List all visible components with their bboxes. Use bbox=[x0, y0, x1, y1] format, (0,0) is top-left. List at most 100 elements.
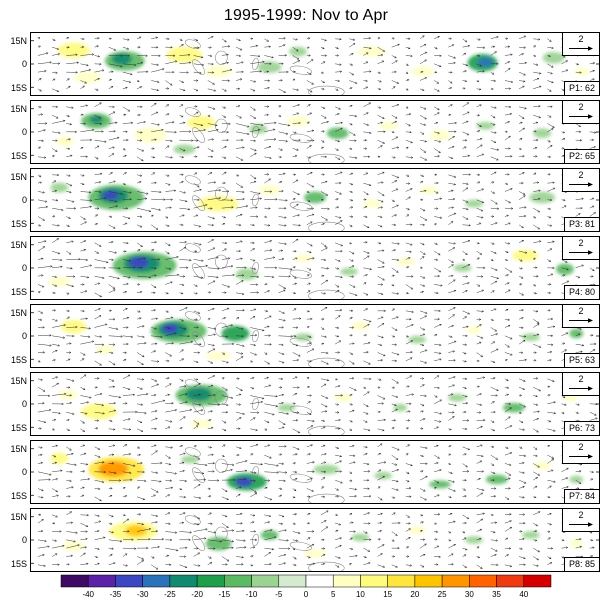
wind-vectors bbox=[37, 102, 599, 162]
colorbar-segment bbox=[142, 574, 171, 588]
panel-plot bbox=[31, 171, 599, 231]
panel-plot bbox=[31, 374, 599, 435]
reference-vector-value: 2 bbox=[578, 510, 584, 520]
y-tick-label: 15S bbox=[10, 219, 27, 229]
y-tick-label: 15S bbox=[10, 287, 27, 297]
anomaly-shading bbox=[62, 521, 584, 558]
colorbar-segment bbox=[115, 574, 143, 588]
reference-vector-box: 2 bbox=[562, 509, 599, 532]
colorbar-segment bbox=[251, 574, 280, 588]
panel-plot bbox=[31, 35, 599, 95]
y-tick-label: 0 bbox=[21, 263, 27, 273]
y-tick-label: 15N bbox=[10, 104, 27, 114]
y-tick-label: 15N bbox=[10, 172, 27, 182]
reference-vector-box: 2 bbox=[562, 441, 599, 464]
wind-vectors bbox=[37, 306, 598, 366]
colorbar-tick-label: -30 bbox=[137, 590, 149, 599]
coastline-outlines bbox=[184, 243, 345, 299]
colorbar-tick-label: 0 bbox=[304, 590, 309, 599]
colorbar-segment bbox=[469, 574, 497, 588]
reference-arrow-icon bbox=[569, 318, 593, 323]
y-tick-label: 0 bbox=[21, 59, 27, 69]
y-tick-label: 15S bbox=[10, 491, 27, 501]
colorbar-segment bbox=[60, 574, 89, 588]
anomaly-shading bbox=[50, 182, 589, 212]
reference-vector-box: 2 bbox=[562, 237, 599, 260]
reference-vector-box: 2 bbox=[562, 169, 599, 192]
colorbar-segment bbox=[360, 574, 388, 588]
colorbar-tick-label: -40 bbox=[82, 590, 94, 599]
anomaly-shading bbox=[57, 42, 589, 84]
panel-label: P6: 73 bbox=[563, 421, 599, 435]
coastline-outlines bbox=[184, 311, 345, 367]
panel-plot bbox=[31, 102, 599, 163]
y-tick-label: 15S bbox=[10, 423, 27, 433]
anomaly-shading bbox=[50, 452, 584, 491]
colorbar-segment bbox=[332, 574, 361, 588]
panel-P5: 15N 0 15S 2 P5: 63 bbox=[10, 304, 600, 368]
y-tick-label: 15S bbox=[10, 83, 27, 93]
colorbar-plot: -40 -35 -30 -25 -20 -15 -10 -5 0 5 10 15 20 25 30 35 40 bbox=[60, 574, 552, 599]
panel-plot bbox=[31, 510, 599, 571]
colorbar-tick-label: -35 bbox=[110, 590, 122, 599]
colorbar-segment bbox=[496, 574, 525, 588]
coastline-outlines bbox=[184, 107, 345, 163]
panel-plot bbox=[31, 238, 599, 299]
colorbar-segment bbox=[305, 574, 334, 588]
y-tick-label: 15S bbox=[10, 151, 27, 161]
panel-label: P2: 65 bbox=[563, 149, 599, 163]
colorbar-tick-label: 30 bbox=[465, 590, 474, 599]
y-tick-label: 15S bbox=[10, 355, 27, 365]
colorbar-segment bbox=[523, 574, 552, 588]
panel-label: P7: 84 bbox=[563, 489, 599, 503]
reference-arrow-icon bbox=[569, 386, 593, 391]
y-tick-label: 15S bbox=[10, 559, 27, 569]
panel-label: P8: 85 bbox=[563, 557, 599, 571]
y-tick-label: 15N bbox=[10, 376, 27, 386]
colorbar-tick-label: 15 bbox=[383, 590, 392, 599]
y-tick-label: 0 bbox=[21, 467, 27, 477]
anomaly-shading bbox=[48, 249, 574, 287]
panel-P4: 15N 0 15S 2 P4: 80 bbox=[10, 236, 600, 300]
colorbar-tick-label: -15 bbox=[219, 590, 231, 599]
reference-arrow-icon bbox=[569, 182, 593, 187]
colorbar-tick-label: -5 bbox=[275, 590, 283, 599]
colorbar-segment bbox=[278, 574, 307, 588]
panels: 15N 0 15S 2 P1: 62 15N 0 15S 2 P2: 65 15N 0 15S 2 P3: … bbox=[10, 32, 600, 572]
reference-arrow-icon bbox=[569, 250, 593, 255]
colorbar-segment bbox=[441, 574, 470, 588]
reference-arrow-icon bbox=[569, 454, 593, 459]
reference-vector-value: 2 bbox=[578, 442, 584, 452]
y-tick-label: 15N bbox=[10, 308, 27, 318]
reference-arrow-icon bbox=[569, 114, 593, 119]
reference-vector-box: 2 bbox=[562, 33, 599, 56]
colorbar-tick-label: -20 bbox=[191, 590, 203, 599]
colorbar-segment bbox=[196, 574, 225, 588]
coastline-outlines bbox=[184, 447, 345, 503]
panel-label: P3: 81 bbox=[563, 217, 599, 231]
panel-label: P4: 80 bbox=[563, 285, 599, 299]
reference-vector-box: 2 bbox=[562, 305, 599, 328]
wind-vectors bbox=[37, 510, 598, 570]
colorbar-tick-label: 25 bbox=[438, 590, 447, 599]
panel-P6: 15N 0 15S 2 P6: 73 bbox=[10, 372, 600, 436]
y-tick-label: 15N bbox=[10, 512, 27, 522]
coastline-outlines bbox=[184, 515, 345, 571]
reference-vector-value: 2 bbox=[578, 102, 584, 112]
reference-arrow-icon bbox=[569, 522, 593, 527]
wind-vectors bbox=[37, 374, 599, 434]
panel-P7: 15N 0 15S 2 P7: 84 bbox=[10, 440, 600, 504]
panel-plot bbox=[31, 443, 599, 503]
panel-label: P1: 62 bbox=[563, 81, 599, 95]
panel-label: P5: 63 bbox=[563, 353, 599, 367]
panel-P1: 15N 0 15S 2 P1: 62 bbox=[10, 32, 600, 96]
reference-vector-value: 2 bbox=[578, 374, 584, 384]
colorbar-segment bbox=[224, 574, 252, 588]
y-tick-label: 0 bbox=[21, 331, 27, 341]
reference-vector-value: 2 bbox=[578, 238, 584, 248]
panel-P2: 15N 0 15S 2 P2: 65 bbox=[10, 100, 600, 164]
y-tick-label: 0 bbox=[21, 535, 27, 545]
reference-vector-box: 2 bbox=[562, 373, 599, 396]
reference-vector-value: 2 bbox=[578, 34, 584, 44]
reference-vector-box: 2 bbox=[562, 101, 599, 124]
